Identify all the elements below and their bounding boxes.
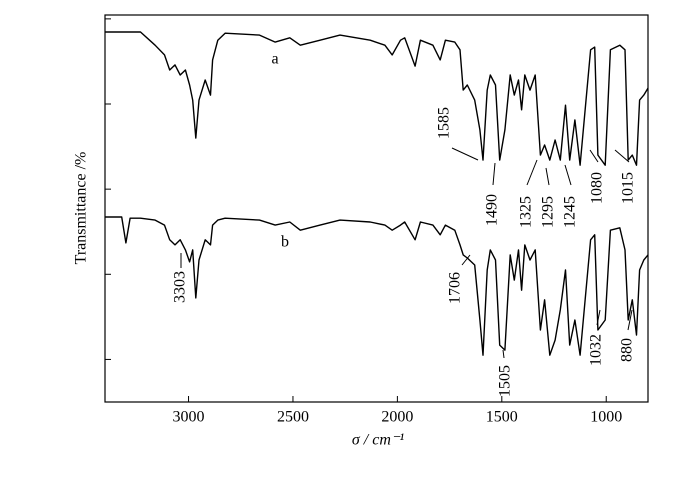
- series-label: a: [271, 51, 278, 68]
- peak-label: 1490: [484, 194, 501, 226]
- peak-label: 1325: [518, 196, 535, 228]
- x-tick-label: 3000: [173, 409, 205, 426]
- peak-label: 1080: [589, 172, 606, 204]
- annotation-leader: [502, 349, 505, 359]
- peak-label: 1245: [562, 196, 579, 228]
- peak-label: 3303: [172, 271, 189, 303]
- peak-label: 1505: [497, 365, 514, 397]
- peak-label: 1032: [588, 334, 605, 366]
- series-label: b: [281, 234, 289, 251]
- annotation-leader: [564, 164, 572, 186]
- spectrum-line: [105, 31, 649, 166]
- annotation-leader: [492, 162, 496, 186]
- annotation-leader: [526, 159, 538, 186]
- peak-label: 1295: [540, 196, 557, 228]
- peak-label: 1706: [447, 272, 464, 304]
- annotation-leader: [614, 149, 630, 163]
- annotation-leader: [461, 254, 471, 266]
- annotation-leader: [545, 167, 550, 186]
- x-tick-label: 2000: [381, 409, 413, 426]
- peak-label: 1585: [436, 107, 453, 139]
- annotation-leader: [596, 309, 601, 326]
- annotation-leader: [589, 149, 599, 163]
- x-tick-label: 2500: [277, 409, 309, 426]
- y-axis-label: Transmittance /%: [73, 152, 90, 265]
- x-tick-label: 1500: [486, 409, 518, 426]
- peak-label: 1015: [620, 172, 637, 204]
- annotation-leader: [627, 309, 633, 331]
- spectrum-line: [105, 216, 649, 356]
- x-axis-label: σ / cm⁻¹: [352, 432, 404, 449]
- annotation-leader: [451, 147, 479, 161]
- peak-label: 880: [619, 338, 636, 362]
- plot-frame: [104, 14, 649, 403]
- x-tick-label: 1000: [590, 409, 622, 426]
